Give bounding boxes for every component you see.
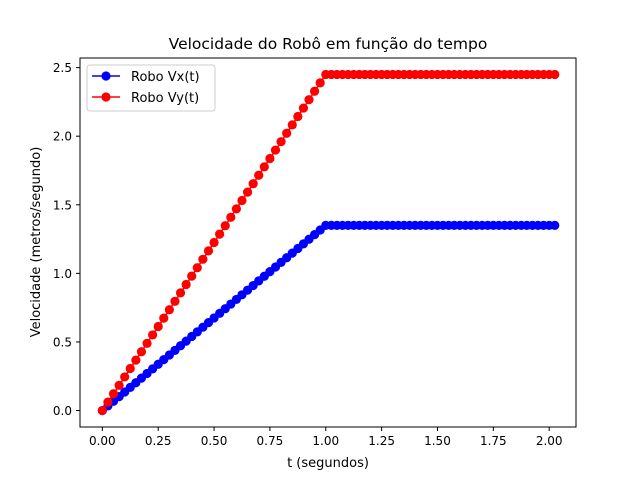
data-point (203, 246, 214, 256)
data-point (293, 111, 303, 122)
data-point (237, 195, 247, 206)
data-point (550, 69, 560, 80)
data-point (220, 221, 230, 231)
plot-series (97, 69, 560, 416)
data-point (215, 229, 225, 239)
x-axis-ticks: 0.00 0.25 0.50 0.75 1.00 1.25 1.50 1.75 2.00 (89, 427, 563, 448)
data-point (97, 405, 107, 416)
data-point (231, 204, 241, 214)
legend: Robo Vx(t) Robo Vy(t) (86, 64, 216, 112)
data-point (226, 212, 236, 222)
data-point (315, 78, 325, 88)
y-tick-label: 0.5 (53, 335, 72, 349)
data-point (108, 389, 119, 399)
data-point (114, 380, 124, 390)
x-tick-label: 1.25 (368, 434, 395, 448)
y-tick-label: 1.0 (53, 267, 72, 281)
data-point (259, 162, 269, 172)
x-tick-label: 1.50 (424, 434, 451, 448)
data-point (248, 179, 258, 189)
y-tick-label: 2.5 (53, 61, 72, 75)
data-point (164, 305, 174, 315)
data-point (175, 288, 186, 298)
data-point (136, 347, 147, 357)
y-tick-label: 0.0 (53, 404, 72, 418)
data-point (181, 279, 191, 290)
x-axis-label: t (segundos) (287, 456, 369, 471)
y-axis-ticks: 0.0 0.5 1.0 1.5 2.0 2.5 (53, 61, 80, 418)
data-point (270, 145, 281, 155)
data-point (265, 153, 275, 164)
x-tick-label: 2.00 (536, 434, 563, 448)
legend-label-vx: Robo Vx(t) (131, 70, 200, 85)
x-tick-label: 1.75 (480, 434, 507, 448)
data-point (287, 120, 297, 130)
y-axis-label: Velocidade (metros/segundo) (29, 147, 44, 338)
data-point (170, 296, 180, 306)
data-point (298, 103, 309, 113)
data-point (103, 397, 113, 407)
data-point (131, 355, 141, 365)
data-point (142, 338, 152, 348)
y-tick-label: 1.5 (53, 198, 72, 212)
legend-marker-vx (101, 71, 111, 81)
x-tick-label: 0.00 (89, 434, 116, 448)
data-point (304, 95, 314, 105)
data-point (120, 372, 130, 382)
legend-marker-vy (101, 92, 111, 102)
data-point (148, 330, 158, 340)
plot-frame (79, 57, 577, 428)
x-tick-label: 1.00 (312, 434, 339, 448)
y-tick-label: 2.0 (53, 130, 72, 144)
data-point (209, 237, 219, 248)
data-point (192, 263, 202, 273)
x-tick-label: 0.50 (201, 434, 228, 448)
series-vy (97, 69, 560, 416)
data-point (153, 321, 163, 332)
data-point (254, 170, 264, 180)
data-point (242, 187, 253, 197)
legend-label-vy: Robo Vy(t) (131, 91, 199, 106)
data-point (187, 271, 197, 281)
data-point (198, 254, 208, 264)
x-tick-label: 0.25 (145, 434, 172, 448)
x-tick-label: 0.75 (257, 434, 284, 448)
data-point (309, 86, 320, 96)
data-point (125, 363, 135, 374)
data-point (550, 220, 560, 230)
data-point (282, 128, 292, 138)
chart-title: Velocidade do Robô em função do tempo (169, 35, 488, 53)
data-point (276, 137, 286, 147)
series-vx (97, 220, 560, 416)
data-point (159, 313, 169, 323)
